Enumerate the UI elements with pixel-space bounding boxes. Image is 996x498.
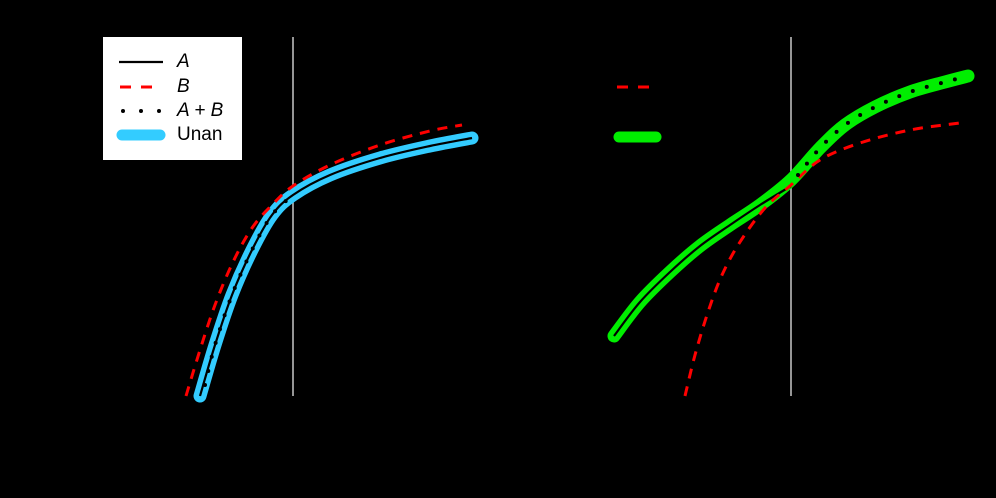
legend-label-b: B (177, 76, 190, 97)
series-aplusb-left (203, 193, 295, 387)
series-b-right (683, 121, 961, 397)
legend-entry-a: A (103, 50, 242, 74)
series-aplusb-right (796, 74, 970, 177)
legend-label-unan: Unan (177, 124, 223, 145)
dashed-line-icon (120, 85, 162, 89)
legend-label-a: A (177, 51, 190, 72)
dotted-line-icon (121, 109, 161, 113)
solid-line-icon (119, 60, 163, 64)
series-a-right (613, 185, 792, 337)
legend-entry-aplusb: A + B (103, 99, 242, 123)
legend-right-keys (613, 85, 662, 143)
legend-entry-b: B (103, 75, 242, 99)
legend-label-aplusb: A + B (177, 100, 224, 121)
legend-right (606, 70, 676, 150)
left-panel (184, 37, 479, 403)
series-unan-left (193, 131, 479, 403)
legend-entry-unan: Unan (103, 123, 242, 147)
series-b-left (184, 123, 463, 397)
thick-line-icon (116, 129, 166, 141)
legend-left: A B A + B Unan (103, 37, 242, 160)
right-panel (607, 37, 975, 397)
series-a-left (198, 136, 473, 397)
